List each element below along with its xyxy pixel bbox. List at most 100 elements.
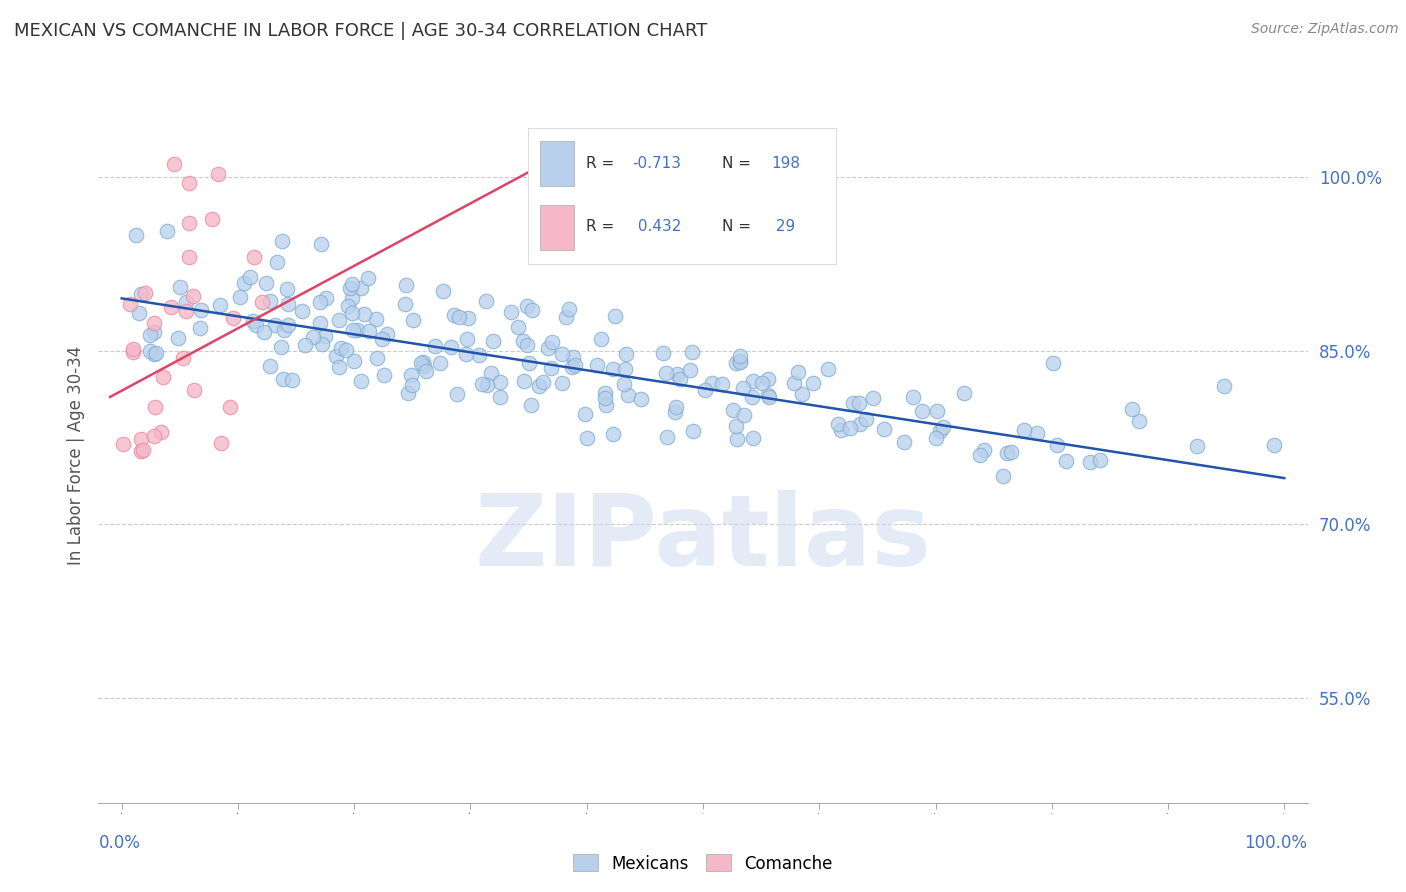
Point: [143, 347, 166, 361]
Point: [710, 377, 733, 392]
Point: [456, 347, 478, 361]
Y-axis label: In Labor Force | Age 30-34: In Labor Force | Age 30-34: [66, 345, 84, 565]
Point: [446, 386, 468, 401]
Point: [1187, 439, 1209, 453]
Point: [551, 376, 574, 391]
Point: [139, 344, 162, 359]
Point: [308, 295, 330, 310]
Point: [134, 286, 156, 301]
Point: [668, 371, 690, 385]
Point: [751, 376, 773, 391]
Point: [208, 298, 231, 312]
Point: [145, 346, 167, 360]
Point: [512, 374, 534, 388]
Point: [177, 251, 200, 265]
Point: [254, 277, 277, 291]
Point: [440, 340, 463, 354]
Point: [277, 318, 299, 333]
Point: [541, 335, 564, 350]
Point: [270, 340, 292, 354]
Point: [952, 385, 974, 400]
Text: ZIPatlas: ZIPatlas: [475, 490, 931, 587]
Point: [489, 375, 512, 389]
Point: [586, 358, 609, 372]
Point: [411, 356, 433, 370]
Point: [1121, 401, 1143, 416]
Point: [342, 323, 364, 337]
Point: [728, 355, 751, 369]
Point: [457, 310, 479, 325]
Point: [266, 255, 288, 269]
Point: [742, 374, 765, 388]
Point: [129, 287, 152, 301]
Point: [564, 359, 586, 373]
Point: [132, 442, 155, 457]
Point: [742, 431, 765, 445]
Point: [849, 417, 872, 432]
Point: [595, 386, 617, 401]
Point: [702, 376, 724, 390]
Point: [309, 316, 332, 330]
Point: [336, 299, 359, 313]
Point: [724, 356, 747, 370]
Point: [311, 336, 333, 351]
Point: [929, 424, 952, 438]
Point: [412, 354, 434, 368]
Point: [655, 366, 678, 380]
Point: [273, 372, 295, 386]
Point: [188, 320, 211, 334]
Point: [239, 270, 262, 285]
Point: [229, 289, 252, 303]
Point: [149, 425, 172, 440]
Point: [531, 375, 554, 389]
Point: [475, 293, 498, 308]
Point: [290, 304, 312, 318]
Point: [314, 328, 336, 343]
Point: [991, 469, 1014, 483]
Point: [129, 443, 152, 458]
Point: [396, 386, 419, 401]
Point: [190, 302, 212, 317]
Point: [783, 376, 806, 390]
Point: [693, 383, 716, 397]
Point: [357, 271, 380, 285]
Point: [366, 351, 388, 365]
Point: [315, 291, 337, 305]
Point: [973, 442, 995, 457]
Point: [373, 368, 395, 383]
Point: [1025, 426, 1047, 441]
Point: [163, 157, 186, 171]
Point: [364, 312, 387, 326]
Point: [468, 348, 491, 362]
Point: [111, 437, 134, 451]
Point: [576, 431, 599, 445]
Point: [873, 422, 896, 436]
Point: [477, 377, 499, 392]
Point: [595, 398, 617, 412]
Point: [520, 303, 543, 318]
Point: [371, 332, 394, 346]
Point: [817, 362, 839, 376]
Point: [395, 277, 418, 292]
Point: [1000, 444, 1022, 458]
Point: [432, 284, 454, 298]
Point: [679, 363, 702, 377]
Point: [969, 448, 991, 462]
Point: [730, 353, 752, 368]
Point: [540, 360, 562, 375]
Text: MEXICAN VS COMANCHE IN LABOR FORCE | AGE 30-34 CORRELATION CHART: MEXICAN VS COMANCHE IN LABOR FORCE | AGE…: [14, 22, 707, 40]
Point: [232, 276, 254, 290]
Point: [838, 421, 860, 435]
Point: [664, 405, 686, 419]
Point: [209, 435, 232, 450]
Point: [479, 366, 502, 380]
Point: [181, 289, 204, 303]
Point: [271, 234, 294, 248]
Point: [219, 400, 242, 414]
Point: [1042, 355, 1064, 369]
Point: [482, 334, 505, 348]
Point: [855, 412, 877, 426]
Point: [350, 281, 373, 295]
Point: [613, 377, 636, 392]
Point: [340, 277, 363, 291]
